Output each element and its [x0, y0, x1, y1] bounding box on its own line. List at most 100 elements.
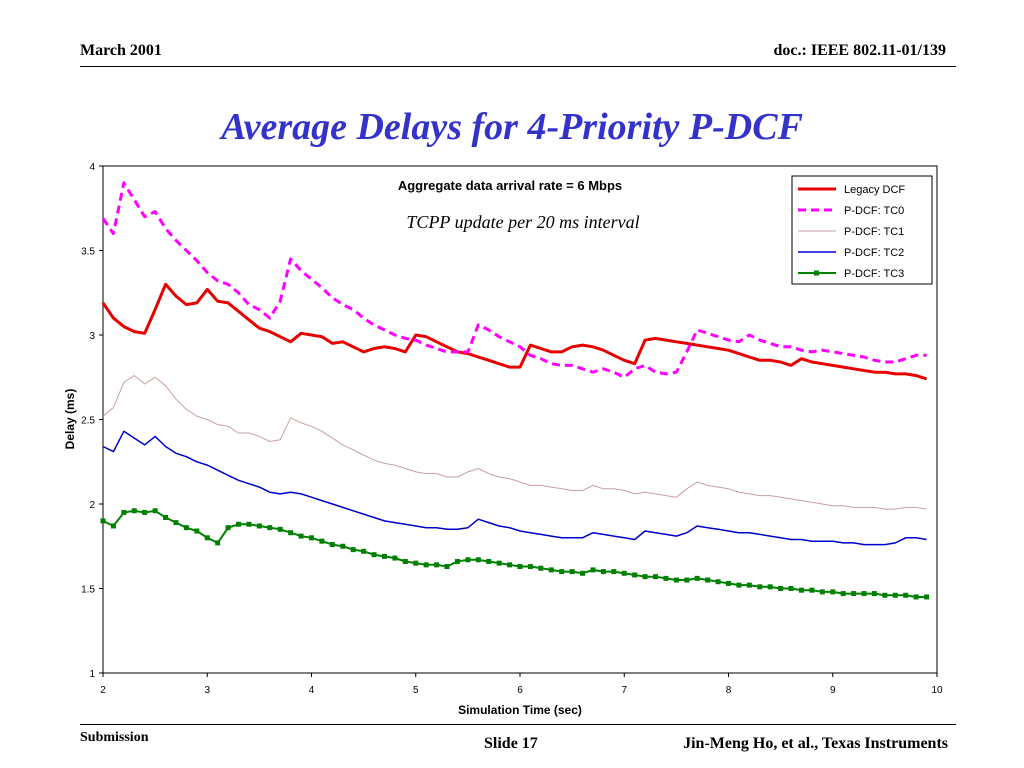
series-point: [871, 591, 877, 597]
chart-title: Aggregate data arrival rate = 6 Mbps: [398, 178, 622, 193]
x-tick-label: 10: [931, 685, 943, 696]
series-line-1: [101, 282, 928, 381]
y-tick-label: 2.5: [81, 416, 95, 427]
series-point: [621, 570, 627, 576]
series-point: [246, 521, 252, 527]
series-line-2: [101, 181, 927, 379]
series-point: [329, 542, 335, 548]
series-point: [444, 564, 450, 570]
series-point: [726, 580, 731, 586]
series-point: [736, 582, 742, 588]
x-tick-label: 5: [413, 685, 419, 696]
series-point: [110, 523, 116, 529]
series-point: [163, 515, 169, 521]
series-point: [361, 548, 367, 554]
chart-legend: Legacy DCF P-DCF: TC0 P-DCF: TC1 P-DCF: TC2…: [791, 175, 933, 285]
series-point: [277, 526, 283, 532]
series-point: [392, 555, 398, 561]
y-tick-label: 3: [89, 331, 95, 342]
y-tick-label: 1.5: [81, 585, 95, 596]
series-point: [204, 535, 210, 541]
series-point: [465, 557, 471, 563]
series-point: [298, 533, 304, 539]
y-tick-label: 3.5: [81, 247, 95, 258]
series-point: [798, 587, 804, 593]
series-point: [340, 543, 346, 549]
series-point: [746, 582, 752, 588]
series-point: [507, 562, 513, 568]
series-point: [715, 579, 721, 585]
y-tick-label: 4: [89, 162, 95, 173]
series-point: [809, 587, 815, 593]
series-point: [684, 577, 690, 583]
x-tick-label: 2: [100, 685, 106, 696]
series-point: [913, 594, 919, 600]
series-point: [319, 538, 325, 544]
series-point: [517, 564, 523, 570]
series-point: [590, 567, 596, 573]
chart-subtitle: TCPP update per 20 ms interval: [406, 212, 639, 232]
series-point: [496, 560, 502, 566]
header-doc-number: doc.: IEEE 802.11-01/139: [773, 42, 946, 59]
series-point: [559, 569, 565, 575]
x-tick-label: 7: [621, 685, 627, 696]
series-point: [663, 575, 669, 581]
series-point: [152, 508, 158, 514]
x-axis-label: Simulation Time (sec): [458, 703, 582, 717]
chart-series: [100, 181, 930, 600]
series-point: [121, 509, 127, 515]
series-point: [475, 557, 481, 563]
footer-author: Jin-Meng Ho, et al., Texas Instruments: [683, 735, 948, 752]
series-line-5: [102, 509, 927, 598]
series-point: [288, 530, 294, 536]
series-line-4: [102, 430, 927, 546]
series-point: [183, 525, 189, 531]
series-point: [423, 562, 429, 568]
series-point: [705, 577, 711, 583]
series-point: [653, 574, 659, 580]
series-point: [851, 591, 857, 597]
series-point: [642, 574, 648, 580]
series-point: [903, 592, 909, 598]
series-point: [830, 589, 836, 595]
series-point: [611, 569, 617, 575]
series-point: [840, 591, 846, 597]
series-point: [100, 518, 106, 524]
y-axis-label: Delay (ms): [63, 389, 77, 450]
series-point: [527, 564, 533, 570]
legend-box: [791, 175, 933, 285]
series-point: [673, 577, 679, 583]
legend-label: P-DCF: TC0: [844, 205, 904, 217]
series-point: [632, 572, 638, 578]
footer-rule: [80, 724, 956, 725]
header-date: March 2001: [80, 42, 162, 59]
series-point: [215, 540, 221, 546]
legend-label: P-DCF: TC1: [844, 226, 904, 238]
series-point: [267, 525, 273, 531]
y-tick-label: 2: [89, 500, 95, 511]
series-point: [256, 523, 262, 529]
series-point: [173, 520, 179, 526]
series-point: [924, 594, 930, 600]
series-point: [142, 509, 148, 515]
series-point: [194, 528, 200, 534]
legend-label: P-DCF: TC2: [844, 247, 904, 259]
series-point: [788, 586, 794, 591]
series-point: [236, 521, 242, 527]
x-tick-label: 6: [517, 685, 523, 696]
series-point: [767, 584, 773, 590]
series-point: [694, 575, 700, 581]
footer-submission: Submission: [80, 730, 149, 745]
x-tick-label: 4: [309, 685, 315, 696]
series-point: [778, 586, 784, 591]
series-point: [454, 558, 460, 564]
series-point: [861, 591, 867, 597]
series-point: [486, 558, 492, 564]
series-point: [819, 589, 825, 595]
series-point: [882, 592, 888, 598]
series-point: [757, 584, 763, 590]
series-point: [434, 562, 440, 568]
x-tick-label: 3: [204, 685, 210, 696]
series-point: [580, 570, 586, 576]
